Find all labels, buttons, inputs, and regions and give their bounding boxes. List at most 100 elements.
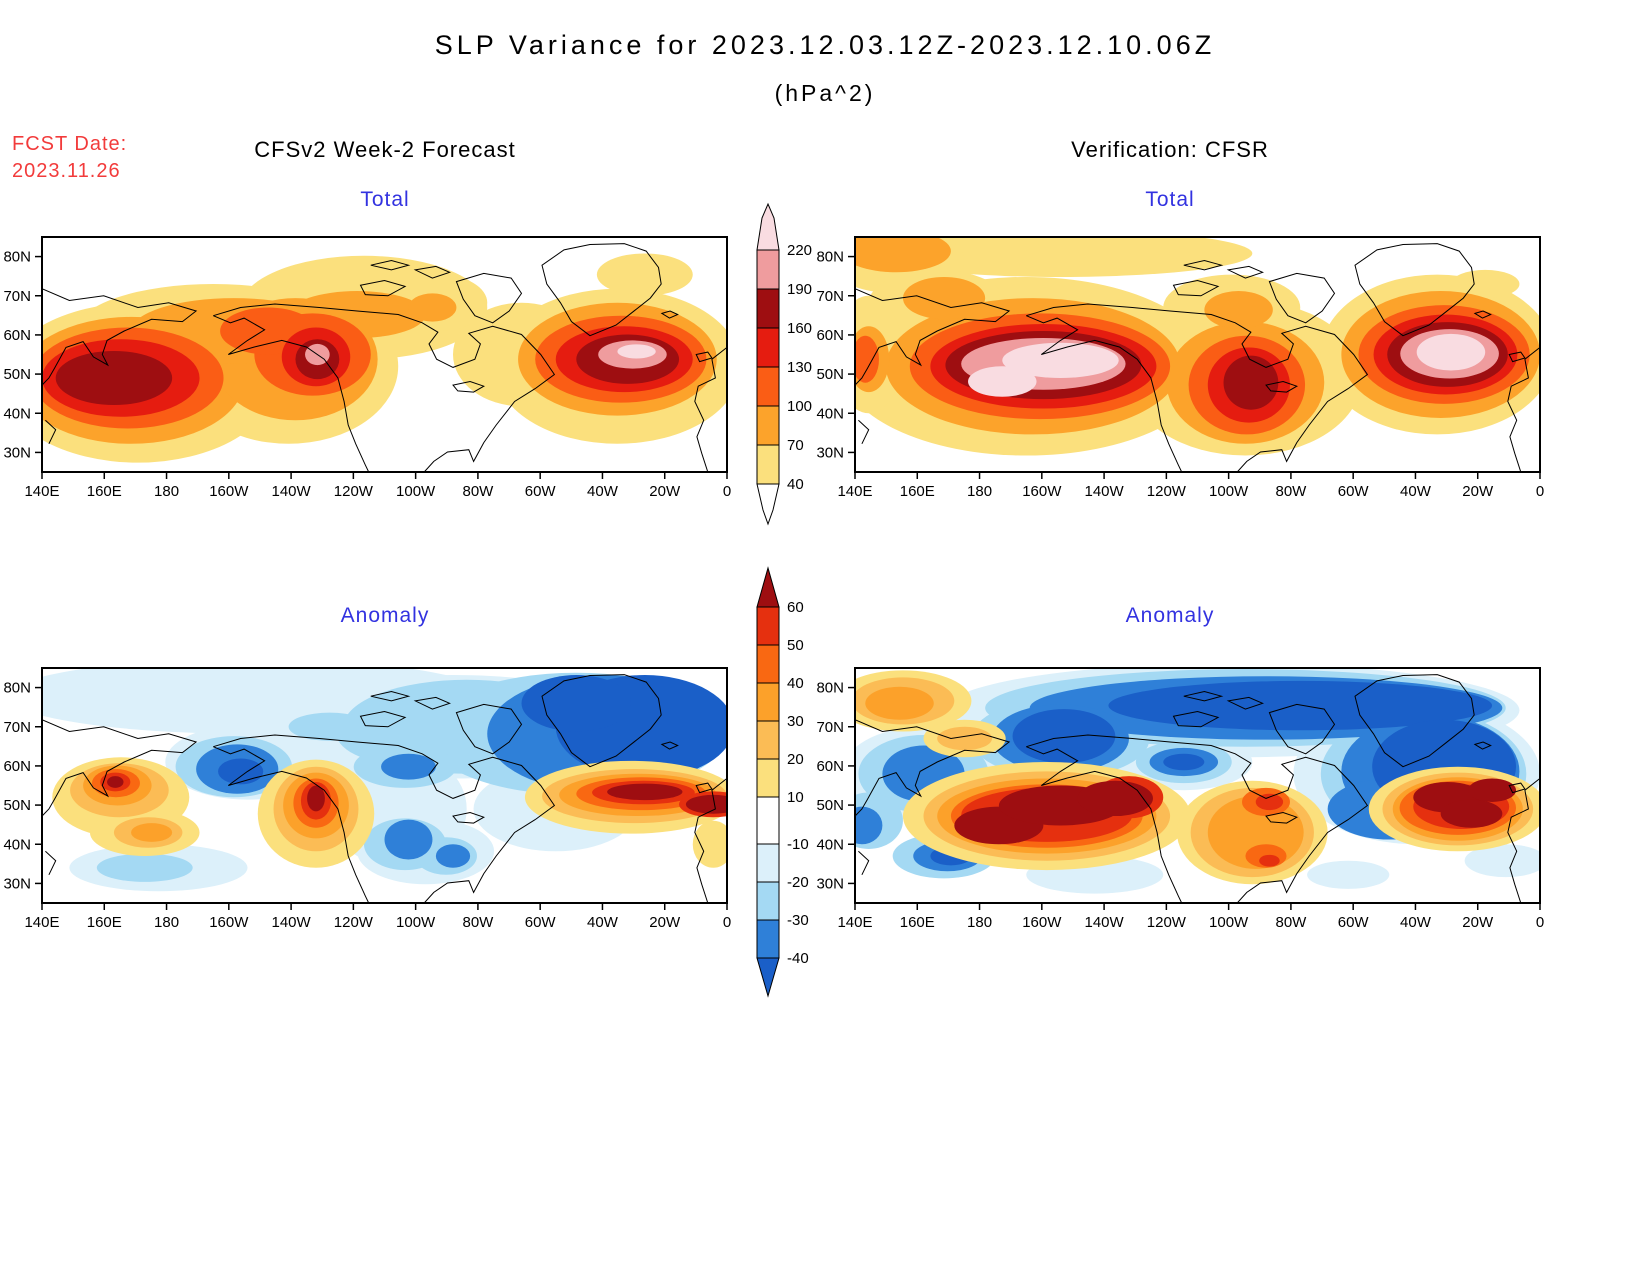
x-tick-label: 140E bbox=[24, 914, 59, 931]
column-header-forecast: CFSv2 Week-2 Forecast bbox=[254, 137, 516, 162]
x-tick-label: 100W bbox=[396, 483, 436, 500]
colorbar-tick-label: -20 bbox=[787, 874, 809, 891]
y-tick-label: 40N bbox=[3, 405, 31, 422]
colorbar-tick-label: 100 bbox=[787, 398, 812, 415]
y-tick-label: 80N bbox=[3, 680, 31, 697]
coastline bbox=[1507, 778, 1540, 903]
fcst-total-svg: 140E 160E 180 160W 140W 120W 100W 80W 60W 40W 20W 0… bbox=[3, 236, 731, 500]
forecast-date: FCST Date: 2023.11.26 bbox=[12, 131, 127, 185]
x-tick-label: 0 bbox=[1536, 914, 1544, 931]
coastline bbox=[42, 288, 198, 386]
x-tick-label: 140E bbox=[837, 483, 872, 500]
x-tick-label: 80W bbox=[1275, 914, 1307, 931]
x-tick-label: 20W bbox=[1462, 483, 1494, 500]
coastline bbox=[1265, 811, 1299, 824]
x-tick-label: 180 bbox=[154, 483, 179, 500]
coastline bbox=[213, 303, 556, 472]
coastline bbox=[694, 347, 727, 472]
colorbar-anomaly: 60 50 40 30 20 10 -10 -20 -30 -40 bbox=[745, 538, 840, 1008]
coastline bbox=[1473, 310, 1492, 319]
colorbar-tick-label: -10 bbox=[787, 836, 809, 853]
y-tick-label: 50N bbox=[816, 366, 844, 383]
coastline bbox=[660, 310, 679, 319]
y-tick-label: 30N bbox=[816, 875, 844, 892]
x-tick-label: 40W bbox=[587, 914, 619, 931]
panel-label-cfsr-anomaly: Anomaly bbox=[1125, 604, 1215, 627]
x-tick-label: 120W bbox=[1147, 483, 1187, 500]
colorbar-tick-label: 160 bbox=[787, 320, 812, 337]
map-cfsr-total: 140E 160E 180 160W 140W 120W 100W 80W 60W 40W 20W 0… bbox=[813, 233, 1548, 503]
colorbar-tick-label: 50 bbox=[787, 637, 804, 654]
y-tick-label: 70N bbox=[816, 719, 844, 736]
coastline bbox=[45, 850, 57, 876]
x-tick-label: 60W bbox=[525, 483, 557, 500]
colorbar-tick-label: 60 bbox=[787, 599, 804, 616]
colorbar-tick-label: 220 bbox=[787, 242, 812, 259]
y-tick-label: 30N bbox=[816, 444, 844, 461]
x-tick-label: 60W bbox=[525, 914, 557, 931]
coastline bbox=[370, 690, 411, 702]
x-tick-label: 20W bbox=[649, 914, 681, 931]
coastline bbox=[1268, 272, 1336, 324]
coastline bbox=[1226, 265, 1264, 279]
coastline bbox=[1026, 734, 1369, 903]
x-tick-label: 80W bbox=[462, 483, 494, 500]
coastline bbox=[694, 778, 727, 903]
panel-label-forecast-anomaly: Anomaly bbox=[340, 604, 430, 627]
forecast-date-value: 2023.11.26 bbox=[12, 160, 121, 182]
colorbar-tick-label: -30 bbox=[787, 912, 809, 929]
map-forecast-total: 140E 160E 180 160W 140W 120W 100W 80W 60W 40W 20W 0… bbox=[0, 233, 735, 503]
x-tick-label: 0 bbox=[723, 914, 731, 931]
forecast-date-label: FCST Date: bbox=[12, 133, 128, 155]
colorbar-tick-label: 130 bbox=[787, 359, 812, 376]
map-forecast-anomaly: 140E 160E 180 160W 140W 120W 100W 80W 60W 40W 20W 0… bbox=[0, 664, 735, 934]
coastline bbox=[359, 279, 407, 297]
x-tick-label: 120W bbox=[334, 483, 374, 500]
x-tick-label: 80W bbox=[462, 914, 494, 931]
coastline bbox=[1507, 347, 1540, 472]
coastline bbox=[213, 315, 370, 472]
coastline bbox=[1172, 279, 1220, 297]
x-tick-label: 160W bbox=[1022, 914, 1062, 931]
y-tick-label: 30N bbox=[3, 444, 31, 461]
x-tick-label: 160W bbox=[209, 483, 249, 500]
coastline bbox=[1473, 741, 1492, 750]
colorbar-tick-label: 40 bbox=[787, 675, 804, 692]
coastline bbox=[455, 272, 523, 324]
x-tick-label: 60W bbox=[1338, 483, 1370, 500]
coastline bbox=[1026, 746, 1183, 903]
x-tick-label: 100W bbox=[396, 914, 436, 931]
coastline bbox=[45, 419, 57, 445]
colorbar-tick-label: 30 bbox=[787, 713, 804, 730]
coastline bbox=[413, 696, 451, 710]
cfsr-total-svg: 140E 160E 180 160W 140W 120W 100W 80W 60W 40W 20W 0… bbox=[816, 236, 1544, 500]
y-tick-label: 40N bbox=[816, 836, 844, 853]
x-tick-label: 180 bbox=[967, 483, 992, 500]
panel-label-cfsr-total: Total bbox=[1145, 188, 1195, 211]
coastline bbox=[1183, 259, 1224, 271]
coastline bbox=[1508, 782, 1526, 794]
figure-title: SLP Variance for 2023.12.03.12Z-2023.12.… bbox=[434, 30, 1216, 60]
y-tick-label: 80N bbox=[3, 249, 31, 266]
y-tick-label: 50N bbox=[3, 797, 31, 814]
y-tick-label: 30N bbox=[3, 875, 31, 892]
coastline bbox=[855, 288, 1011, 386]
figure-units: (hPa^2) bbox=[774, 80, 876, 106]
coastline bbox=[213, 734, 556, 903]
coastline bbox=[370, 259, 411, 271]
x-tick-label: 160E bbox=[900, 483, 935, 500]
coastline bbox=[1265, 380, 1299, 393]
coastline bbox=[1354, 243, 1475, 337]
colorbar-tick-label: 40 bbox=[787, 476, 804, 493]
x-tick-label: 100W bbox=[1209, 914, 1249, 931]
colorbar-tick-label: 190 bbox=[787, 281, 812, 298]
coastline bbox=[1268, 703, 1336, 755]
x-tick-label: 20W bbox=[1462, 914, 1494, 931]
x-tick-label: 100W bbox=[1209, 483, 1249, 500]
coastline bbox=[541, 674, 662, 768]
y-tick-label: 70N bbox=[816, 288, 844, 305]
x-tick-label: 180 bbox=[967, 914, 992, 931]
x-tick-label: 140E bbox=[837, 914, 872, 931]
panel-label-forecast-total: Total bbox=[360, 188, 410, 211]
